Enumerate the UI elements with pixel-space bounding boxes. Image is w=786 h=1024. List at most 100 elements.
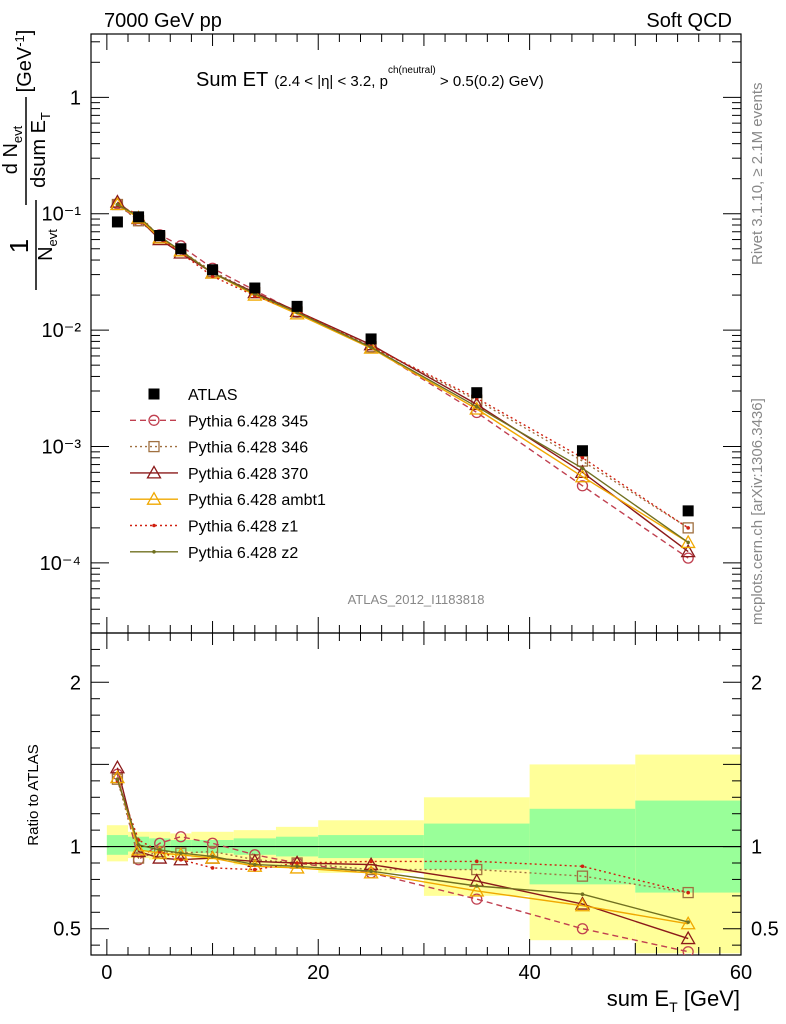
ratio-series-group bbox=[109, 759, 696, 955]
ratio-series-point bbox=[132, 852, 145, 864]
atlas-data-point bbox=[365, 333, 377, 345]
ratio-y-tick-label: 0.5 bbox=[53, 919, 81, 941]
plot-subtitle-tail: > 0.5(0.2) GeV) bbox=[436, 73, 544, 90]
atlas-data-point bbox=[154, 230, 166, 242]
plot-title: Sum ET (2.4 < |η| < 3.2, pch(neutral) > 0… bbox=[196, 65, 544, 91]
ratio-series-point bbox=[210, 866, 215, 870]
legend-label: Pythia 6.428 370 bbox=[188, 466, 308, 483]
x-axis-label: sum ET [GeV] bbox=[607, 986, 740, 1015]
frames-layer bbox=[90, 33, 742, 956]
ratio-y-tick-label: 2 bbox=[70, 672, 81, 694]
header-left: 7000 GeV pp bbox=[104, 10, 222, 32]
legend-marker bbox=[152, 550, 156, 554]
ratio-series-point bbox=[580, 892, 585, 897]
ratio-y-tick-label-right: 2 bbox=[751, 672, 762, 694]
ratio-series-point bbox=[369, 869, 373, 874]
ratio-plot-frame bbox=[90, 632, 742, 956]
ratio-series-point bbox=[109, 759, 126, 774]
ratio-series-point bbox=[136, 843, 141, 847]
legend-marker bbox=[146, 465, 162, 479]
ratio-y-tick-label-right: 1 bbox=[751, 837, 762, 859]
legend-marker bbox=[148, 440, 160, 453]
ratio-series-point bbox=[469, 883, 485, 897]
main-series-point bbox=[682, 552, 694, 564]
ratio-series-point bbox=[152, 850, 168, 864]
main-series-point bbox=[580, 456, 585, 460]
legend-label: Pythia 6.428 ambt1 bbox=[188, 492, 326, 509]
ratio-series-point bbox=[680, 915, 696, 930]
ratio-bands-layer bbox=[91, 754, 741, 954]
legend-item: Pythia 6.428 345 bbox=[130, 413, 308, 430]
ratio-series-point bbox=[130, 842, 147, 856]
ratio-series-point bbox=[682, 946, 694, 955]
ratio-series-point bbox=[175, 831, 187, 843]
atlas-data-point bbox=[576, 445, 588, 457]
legend-label: Pythia 6.428 z1 bbox=[188, 519, 298, 536]
series-layer bbox=[109, 194, 696, 955]
x-tick-label: 20 bbox=[307, 962, 329, 984]
rivet-label: Rivet 3.1.10, ≥ 2.1M events bbox=[749, 83, 766, 266]
ratio-series-point bbox=[682, 886, 694, 899]
main-series-point bbox=[680, 543, 696, 558]
ratio-series-point bbox=[179, 857, 183, 862]
ratio-series-point bbox=[471, 893, 483, 905]
y-tick-label: 10⁻¹ bbox=[42, 204, 82, 226]
x-tick-label: 60 bbox=[730, 962, 752, 984]
ratio-band-inner bbox=[106, 835, 128, 855]
ylabel-unit: [GeV-1] bbox=[12, 30, 36, 93]
ratio-y-tick-label-right: 0.5 bbox=[751, 919, 779, 941]
legend-item: Pythia 6.428 ambt1 bbox=[130, 491, 326, 509]
main-series-point bbox=[680, 534, 696, 549]
atlas-data-point bbox=[207, 264, 219, 276]
legend-item: Pythia 6.428 z2 bbox=[130, 545, 298, 562]
legend-item: Pythia 6.428 346 bbox=[130, 440, 308, 457]
ratio-y-axis-label: Ratio to ATLAS bbox=[25, 744, 42, 845]
x-tick-label: 40 bbox=[518, 962, 540, 984]
main-series-point bbox=[686, 540, 690, 545]
ratio-series-point bbox=[295, 864, 299, 869]
main-plot-frame bbox=[90, 33, 742, 634]
main-series-point bbox=[109, 196, 126, 211]
legend-label: Pythia 6.428 z2 bbox=[188, 545, 298, 562]
atlas-data-point bbox=[471, 387, 483, 399]
ratio-series-point bbox=[179, 851, 183, 855]
legend-marker bbox=[152, 523, 156, 528]
main-series-point bbox=[247, 287, 263, 301]
main-series-point bbox=[574, 468, 591, 483]
legend: ATLAS Pythia 6.428 345 Pythia 6.428 346 Pyt… bbox=[130, 387, 326, 562]
y-tick-label: 1 bbox=[70, 87, 81, 109]
ylabel-dsum: dsum ET bbox=[28, 112, 53, 188]
plot-subtitle-sup: ch(neutral) bbox=[388, 65, 436, 76]
main-y-axis-label: 1 Nevt d Nevt dsum ET [GeV-1] bbox=[0, 30, 60, 290]
ratio-series-point bbox=[157, 848, 162, 852]
ratio-series-point bbox=[253, 867, 257, 872]
main-series-point bbox=[363, 340, 379, 354]
y-tick-label: 10⁻³ bbox=[42, 437, 82, 459]
ratio-series-point bbox=[576, 870, 589, 882]
legend-label: ATLAS bbox=[188, 387, 238, 404]
legend-item: ATLAS bbox=[148, 387, 238, 404]
main-series-point bbox=[109, 194, 126, 208]
main-series-point bbox=[115, 202, 120, 207]
legend-item: Pythia 6.428 370 bbox=[130, 465, 308, 483]
main-series-point bbox=[576, 480, 589, 492]
ratio-series-point bbox=[474, 884, 479, 888]
legend-item: Pythia 6.428 z1 bbox=[130, 519, 298, 536]
atlas-data-point bbox=[291, 300, 303, 312]
atlas-data-point bbox=[175, 243, 187, 255]
legend-marker bbox=[146, 491, 162, 505]
ratio-series-point bbox=[574, 897, 591, 912]
plot-subtitle-main: (2.4 < |η| < 3.2, p bbox=[274, 73, 388, 90]
ratio-series-line bbox=[116, 779, 689, 894]
ratio-series-point bbox=[295, 861, 299, 865]
legend-label: Pythia 6.428 345 bbox=[188, 413, 308, 430]
main-series-point bbox=[686, 526, 690, 530]
atlas-data-point bbox=[133, 211, 145, 223]
atlas-data-point bbox=[111, 216, 123, 228]
main-series-point bbox=[474, 404, 479, 409]
ylabel-dn: d Nevt bbox=[0, 125, 25, 174]
header-right: Soft QCD bbox=[646, 10, 732, 32]
legend-label: Pythia 6.428 346 bbox=[188, 440, 308, 457]
main-series-line bbox=[116, 203, 689, 529]
